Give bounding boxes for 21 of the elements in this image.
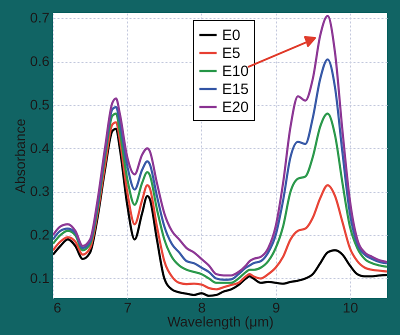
y-tick-label: 0.1 bbox=[30, 270, 50, 286]
y-tick-label: 0.2 bbox=[30, 226, 50, 243]
legend-label: E0 bbox=[222, 27, 240, 44]
legend-label: E20 bbox=[222, 99, 249, 116]
line-series bbox=[53, 58, 387, 281]
x-tick-label: 6 bbox=[54, 300, 62, 316]
y-tick-label: 0.4 bbox=[30, 140, 50, 156]
y-tick-label: 0.7 bbox=[30, 10, 50, 26]
x-tick-label: 8 bbox=[198, 300, 206, 316]
y-tick-label: 0.5 bbox=[30, 96, 50, 112]
x-tick-label: 10 bbox=[342, 300, 358, 316]
x-tick-label: 9 bbox=[272, 300, 280, 316]
y-tick-label: 0.3 bbox=[30, 183, 50, 200]
legend-label: E10 bbox=[222, 63, 249, 80]
x-tick-label: 7 bbox=[124, 300, 132, 316]
legend-label: E5 bbox=[222, 45, 240, 62]
y-axis-title: Absorbance bbox=[12, 118, 28, 194]
legend-label: E15 bbox=[222, 81, 249, 98]
y-tick-label: 0.6 bbox=[30, 53, 50, 70]
line-series bbox=[53, 14, 387, 277]
x-axis-title: Wavelength (μm) bbox=[167, 314, 274, 330]
